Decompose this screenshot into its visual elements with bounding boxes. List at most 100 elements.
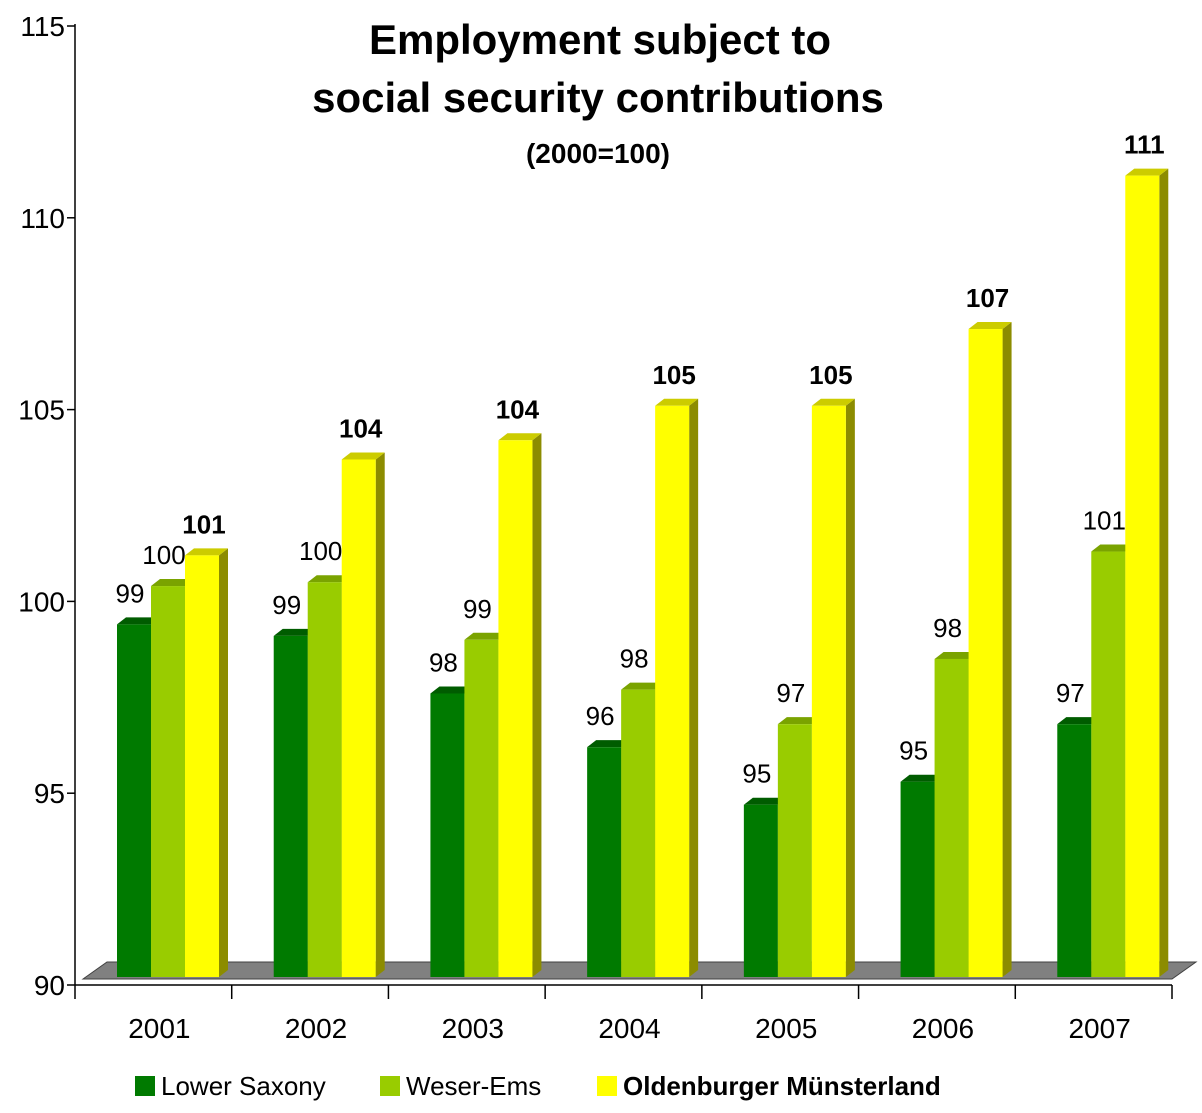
data-label: 97 [776,678,805,708]
bar-oldenburger-m-nsterland-2003 [498,433,542,978]
data-label: 101 [1083,506,1126,536]
bar-top [1091,544,1135,552]
bar-front [934,658,969,977]
legend-label: Oldenburger Münsterland [623,1071,941,1101]
x-tick-label: 2003 [442,1013,504,1044]
bar-front [341,459,376,977]
bar-front [621,689,656,977]
bar-front [743,804,778,977]
bar-side [219,548,228,977]
x-tick-label: 2005 [755,1013,817,1044]
legend-label: Weser-Ems [406,1071,541,1101]
bar-top [464,632,508,640]
bar-front [777,724,812,977]
bar-top [185,548,228,556]
data-label: 104 [496,394,540,424]
data-label: 95 [899,736,928,766]
chart-title-line2: social security contributions [312,74,884,121]
data-label: 98 [933,613,962,643]
bar-front [968,329,1003,977]
bar-top [777,717,821,725]
bar-side [532,433,542,978]
bar-oldenburger-m-nsterland-2005 [811,398,855,977]
x-tick-label: 2007 [1068,1013,1130,1044]
bars-layer [117,168,1169,978]
bar-oldenburger-m-nsterland-2002 [341,452,385,977]
data-label: 105 [809,360,852,390]
bar-top [587,740,631,748]
data-label: 97 [1056,678,1085,708]
bar-front [900,781,935,977]
legend-label: Lower Saxony [161,1071,326,1101]
legend: Lower Saxony Weser-Ems Oldenburger Münster… [135,1071,941,1101]
chart-subtitle: (2000=100) [526,138,670,169]
bar-top [1125,168,1169,176]
data-label: 105 [652,360,695,390]
bar-front [1091,551,1126,977]
y-tick-label: 110 [20,203,65,234]
bar-side [845,398,855,977]
bar-oldenburger-m-nsterland-2006 [968,322,1012,977]
data-label: 104 [339,413,383,443]
bar-front [498,440,533,978]
data-label: 100 [299,536,342,566]
x-tick-label: 2001 [128,1013,190,1044]
chart-title: Employment subject to [369,16,831,63]
x-tick-label: 2002 [285,1013,347,1044]
bar-top [341,452,385,460]
bar-top [307,575,351,583]
bar-front [811,405,846,977]
value-labels-layer: 9910010199100104989910496981059597105959… [116,130,1165,789]
bar-oldenburger-m-nsterland-2004 [655,398,699,977]
bar-top [1057,717,1101,725]
bar-front [273,635,308,977]
legend-swatch [597,1076,617,1096]
x-tick-label: 2004 [598,1013,660,1044]
bar-side [375,452,385,977]
y-tick-label: 105 [18,395,65,426]
bar-oldenburger-m-nsterland-2001 [185,548,228,977]
bar-top [621,682,665,690]
bar-top [430,686,474,694]
data-label: 101 [182,509,225,539]
bar-front [655,405,690,977]
bar-front [307,582,342,977]
data-label: 98 [429,647,458,677]
data-label: 99 [463,594,492,624]
legend-swatch [380,1076,400,1096]
bar-front [117,624,151,977]
data-label: 99 [272,590,301,620]
bar-front [185,555,219,977]
title-layer: Employment subject to social security co… [312,16,884,169]
data-label: 100 [142,540,185,570]
bar-oldenburger-m-nsterland-2007 [1125,168,1169,977]
bar-top [498,433,542,441]
y-tick-label: 95 [34,778,65,809]
bar-front [1057,724,1092,977]
y-tick-label: 115 [20,11,65,42]
bar-top [151,579,194,587]
bar-top [655,398,699,406]
bar-side [689,398,699,977]
legend-swatch [135,1076,155,1096]
data-label: 99 [116,578,145,608]
data-label: 111 [1124,130,1165,160]
bar-front [1125,175,1160,977]
axis-layer: 90 95 100 105 110 115 2001 2002 2003 2004 2005 2006… [18,11,1173,1044]
bar-top [743,797,787,805]
bar-top [273,628,317,636]
y-tick-label: 100 [18,586,65,617]
bar-top [968,322,1012,330]
bar-front [151,586,185,977]
data-label: 95 [742,759,771,789]
bar-top [117,617,160,625]
bar-side [1002,322,1012,977]
bar-front [587,747,622,977]
bar-front [430,693,465,977]
y-tick-label: 90 [34,970,65,1001]
data-label: 98 [620,644,649,674]
data-label: 96 [586,701,615,731]
x-tick-label: 2006 [912,1013,974,1044]
bar-top [811,398,855,406]
